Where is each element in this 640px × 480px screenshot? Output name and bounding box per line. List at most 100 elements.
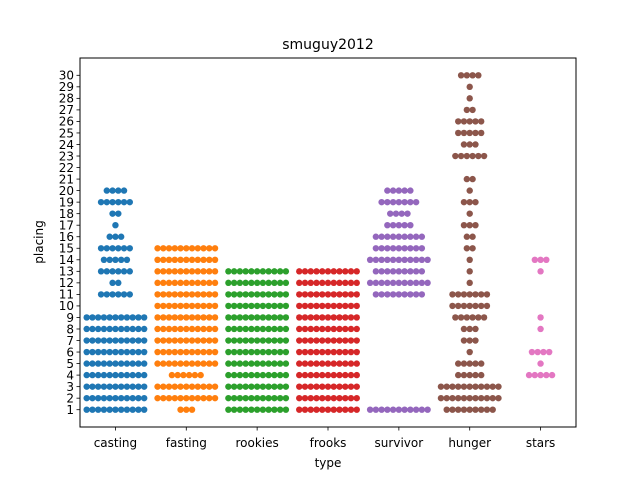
point-hunger <box>469 106 476 114</box>
point-fasting <box>211 383 219 390</box>
point-hunger <box>495 383 502 390</box>
point-rookies <box>282 394 290 402</box>
point-fasting <box>177 406 184 413</box>
point-rookies <box>230 279 238 287</box>
point-hunger <box>463 314 471 321</box>
point-frooks <box>313 291 320 298</box>
point-survivor <box>366 279 374 287</box>
point-rookies <box>259 314 267 321</box>
point-rookies <box>230 360 238 367</box>
point-survivor <box>424 256 431 263</box>
point-hunger <box>455 129 462 137</box>
y-tick-label: 11 <box>59 288 74 302</box>
point-casting <box>120 198 128 206</box>
point-rookies <box>276 314 284 321</box>
point-rookies <box>236 268 244 275</box>
point-casting <box>115 245 122 252</box>
point-hunger <box>466 302 473 310</box>
point-stars <box>531 256 539 263</box>
point-rookies <box>253 371 261 379</box>
point-frooks <box>336 406 343 413</box>
point-frooks <box>336 302 343 310</box>
point-fasting <box>206 279 213 287</box>
point-survivor <box>378 233 385 240</box>
point-rookies <box>253 279 261 287</box>
point-stars <box>537 360 544 367</box>
point-hunger <box>452 152 459 160</box>
point-casting <box>89 371 96 379</box>
point-hunger <box>478 406 485 413</box>
point-frooks <box>319 383 326 390</box>
point-casting <box>106 348 113 356</box>
point-rookies <box>259 394 267 402</box>
point-casting <box>120 268 128 275</box>
point-rookies <box>236 314 244 321</box>
point-casting <box>106 371 113 379</box>
point-frooks <box>353 279 360 287</box>
point-survivor <box>389 291 397 298</box>
point-hunger <box>455 394 462 402</box>
point-hunger <box>472 371 479 379</box>
point-frooks <box>313 325 320 333</box>
point-casting <box>120 187 128 194</box>
point-fasting <box>188 268 196 275</box>
point-frooks <box>319 279 326 287</box>
point-hunger <box>463 175 471 183</box>
point-fasting <box>171 245 178 252</box>
point-casting <box>100 325 108 333</box>
point-survivor <box>412 245 420 252</box>
point-casting <box>123 360 131 367</box>
point-rookies <box>259 348 267 356</box>
point-casting <box>89 406 96 413</box>
point-fasting <box>183 360 190 367</box>
point-stars <box>543 256 550 263</box>
point-rookies <box>230 371 238 379</box>
point-casting <box>135 406 142 413</box>
point-fasting <box>188 325 196 333</box>
point-casting <box>100 360 108 367</box>
point-survivor <box>372 245 380 252</box>
point-hunger <box>455 291 462 298</box>
x-tick-label-casting: casting <box>94 436 137 450</box>
point-rookies <box>225 394 232 402</box>
point-frooks <box>313 360 320 367</box>
point-frooks <box>353 291 360 298</box>
point-hunger <box>472 291 479 298</box>
point-fasting <box>177 245 184 252</box>
point-hunger <box>457 72 465 79</box>
point-fasting <box>211 279 219 287</box>
point-casting <box>83 314 90 321</box>
point-fasting <box>177 348 184 356</box>
point-casting <box>129 360 136 367</box>
point-rookies <box>253 337 261 344</box>
point-frooks <box>347 337 355 344</box>
point-frooks <box>330 337 337 344</box>
point-fasting <box>211 314 219 321</box>
point-rookies <box>230 302 238 310</box>
point-frooks <box>330 314 337 321</box>
point-rookies <box>253 291 261 298</box>
point-casting <box>83 383 90 390</box>
point-survivor <box>407 279 414 287</box>
point-frooks <box>336 348 343 356</box>
point-rookies <box>282 383 290 390</box>
point-fasting <box>177 394 184 402</box>
point-hunger <box>466 337 473 344</box>
point-frooks <box>324 279 332 287</box>
point-fasting <box>211 245 219 252</box>
point-survivor <box>401 187 408 194</box>
point-frooks <box>319 360 326 367</box>
point-frooks <box>353 337 360 344</box>
point-fasting <box>154 314 161 321</box>
point-rookies <box>282 302 290 310</box>
point-casting <box>115 291 122 298</box>
point-hunger <box>437 394 445 402</box>
y-tick-label: 1 <box>66 403 74 417</box>
point-hunger <box>460 394 468 402</box>
point-fasting <box>171 256 178 263</box>
point-casting <box>100 394 108 402</box>
y-tick-label: 14 <box>59 253 74 267</box>
point-frooks <box>307 314 314 321</box>
point-rookies <box>259 325 267 333</box>
point-rookies <box>248 360 255 367</box>
